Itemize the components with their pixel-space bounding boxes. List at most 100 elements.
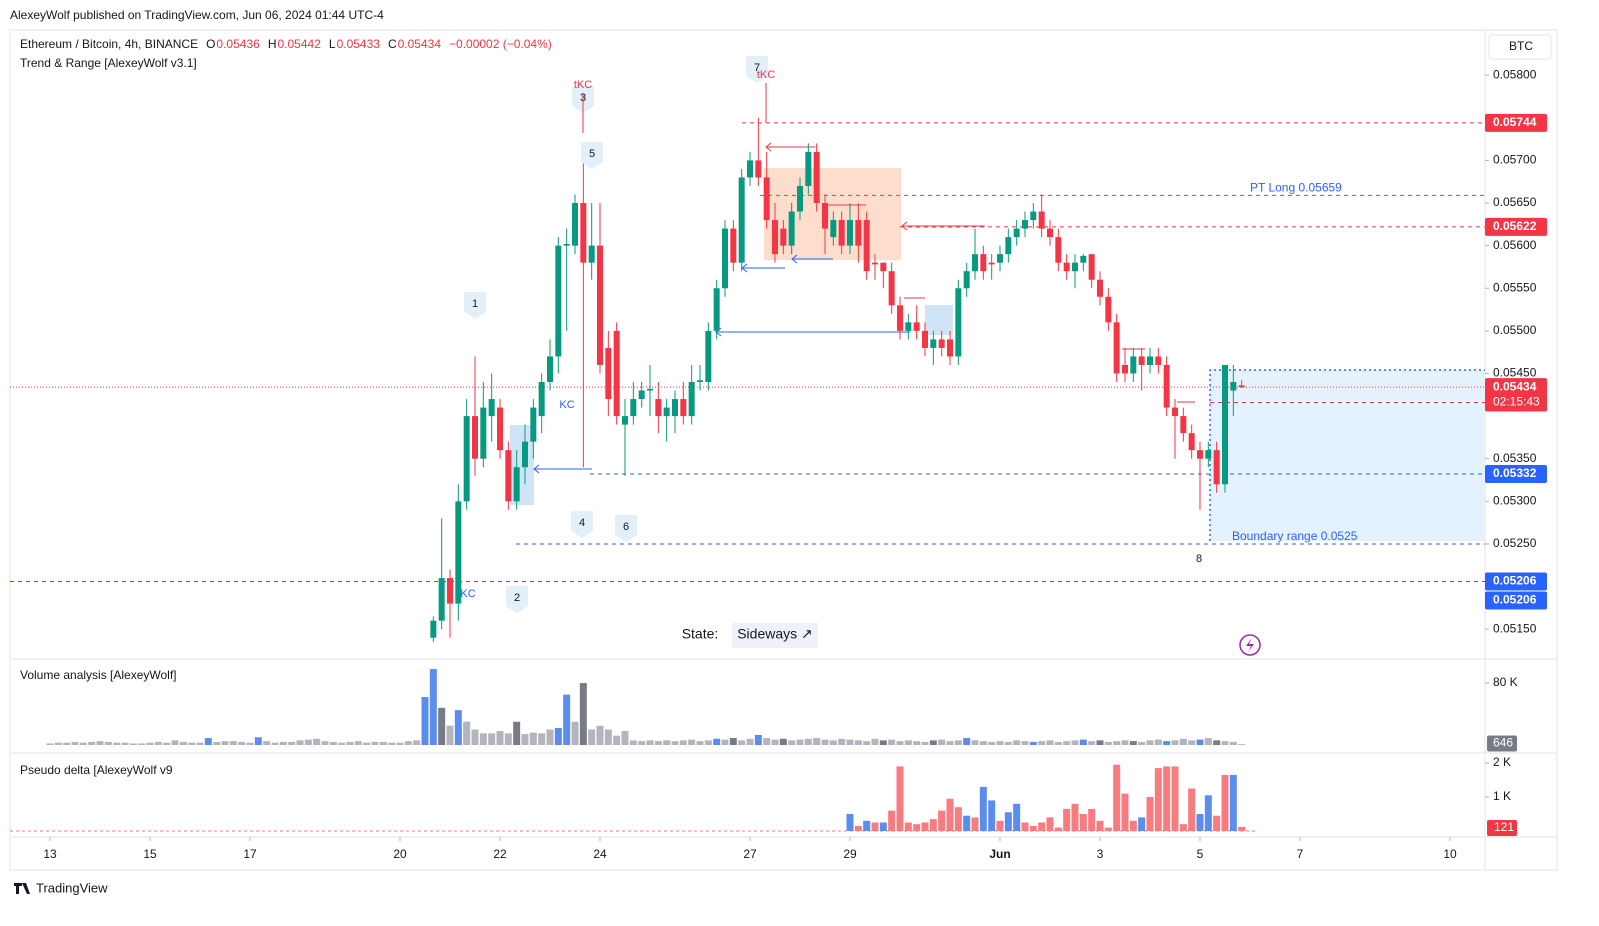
volume-bar — [96, 741, 104, 745]
marker-bubble — [746, 56, 768, 83]
candle-body — [897, 305, 903, 331]
arrow-line — [534, 258, 910, 470]
symbol: Ethereum / Bitcoin, 4h, BINANCE — [20, 37, 198, 51]
volume-bar — [829, 740, 837, 745]
candle-body — [1147, 356, 1153, 365]
delta-bar — [1004, 812, 1012, 831]
candle-body — [805, 151, 812, 186]
candle-body — [1155, 356, 1162, 365]
candle-body — [547, 356, 553, 383]
lightning-icon[interactable] — [1239, 634, 1261, 656]
candle-body — [1105, 296, 1112, 323]
marker: 8 — [1196, 553, 1202, 565]
volume-bar — [263, 741, 271, 745]
y-tick-label: 80 K — [1493, 675, 1518, 689]
level-axis-label — [1485, 465, 1547, 484]
candle-body — [938, 339, 945, 348]
candle-body — [430, 620, 437, 638]
state-label: State: — [682, 626, 719, 642]
candle-body — [838, 220, 845, 246]
volume-bar — [771, 739, 779, 745]
delta-bar — [1213, 815, 1221, 831]
volume-bar — [588, 729, 596, 745]
delta-bar — [1188, 788, 1196, 831]
candle-body — [738, 177, 745, 263]
candle-body — [538, 382, 545, 417]
volume-bar — [1163, 741, 1171, 745]
candle-body — [688, 382, 695, 417]
candle-body — [530, 407, 537, 442]
volume-bar — [788, 740, 796, 745]
volume-bar — [79, 742, 87, 745]
y-tick-label: 0.05250 — [1493, 536, 1537, 550]
candle-body — [913, 322, 920, 331]
candle-body — [905, 322, 912, 331]
volume-bar — [1146, 740, 1154, 745]
level-axis-text: 0.05332 — [1493, 466, 1537, 480]
delta-bar — [1029, 825, 1037, 831]
volume-bar — [1088, 741, 1096, 745]
volume-bar — [954, 740, 962, 745]
delta-bar — [1013, 803, 1021, 831]
volume-bar — [546, 729, 554, 745]
delta-bar — [879, 822, 887, 831]
volume-bar — [1079, 739, 1087, 745]
volume-bar — [1179, 738, 1187, 745]
delta-bar — [963, 815, 971, 831]
volume-bar — [538, 733, 546, 745]
volume-bar — [696, 741, 704, 745]
volume-bar — [763, 738, 771, 745]
candle-body — [1005, 237, 1012, 255]
ohlc-key: L — [329, 37, 336, 51]
candle-body — [1038, 211, 1045, 229]
volume-bar — [679, 740, 687, 745]
delta-last: 121 — [1494, 820, 1514, 834]
volume-bar — [163, 742, 171, 745]
x-tick-label: 17 — [243, 847, 257, 861]
level-axis-label — [1485, 572, 1547, 591]
volume-bar — [179, 741, 187, 745]
volume-bar — [479, 733, 487, 745]
marker-bubble — [506, 586, 528, 613]
candle-body — [555, 245, 562, 357]
marker: 2 — [514, 592, 520, 604]
volume-bar — [1063, 741, 1071, 745]
delta-bar — [896, 766, 904, 831]
signal: KC — [460, 588, 475, 600]
candle-body — [1072, 262, 1078, 272]
volume-bar — [913, 741, 921, 745]
volume-bar — [271, 742, 279, 745]
candle-body — [755, 160, 762, 178]
volume-bar — [979, 741, 987, 745]
delta-bar — [1196, 814, 1204, 831]
volume-bar — [1196, 739, 1204, 745]
volume-bar — [1188, 740, 1196, 745]
candle-body — [1030, 211, 1037, 221]
candle-body — [797, 185, 803, 212]
x-tick-label: 22 — [493, 847, 507, 861]
delta-bar — [1154, 768, 1162, 831]
range-border — [1209, 369, 1485, 541]
delta-bar — [1171, 766, 1179, 831]
marker: 7 — [754, 62, 760, 74]
delta-bar — [871, 822, 879, 831]
delta-bar — [954, 807, 962, 831]
candle-body — [863, 220, 870, 272]
candle-body — [922, 330, 928, 348]
footer: TradingView — [36, 880, 108, 895]
ohlc-key: H — [268, 37, 277, 51]
delta-bar — [1129, 820, 1137, 831]
arrowhead — [765, 142, 908, 231]
delta-bar — [979, 786, 987, 831]
volume-bar — [871, 738, 879, 745]
candle-body — [888, 271, 895, 306]
volume-bar — [1154, 739, 1162, 745]
volume-bar — [446, 725, 454, 745]
lightning-glyph — [1246, 638, 1254, 652]
candle-body — [1097, 279, 1103, 297]
delta-bar — [971, 817, 979, 831]
volume-bar — [904, 740, 912, 745]
marker-bubble — [615, 515, 637, 542]
currency-button[interactable] — [1488, 34, 1552, 60]
candle-body — [880, 262, 887, 272]
